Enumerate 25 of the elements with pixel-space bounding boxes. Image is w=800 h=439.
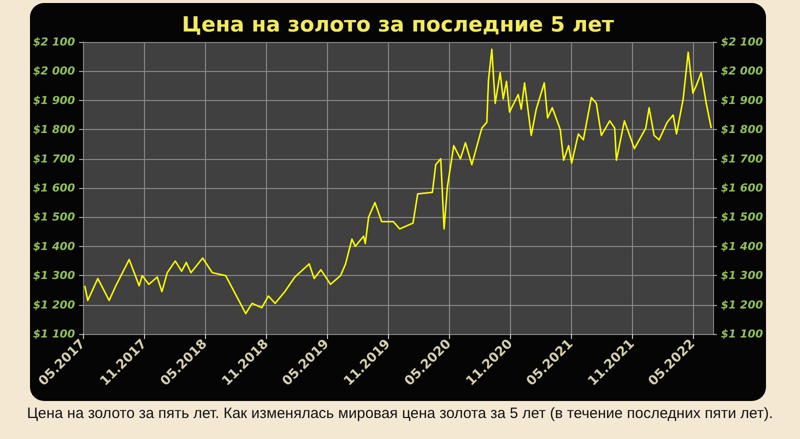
y-tick-label: $2 100 [32,36,76,48]
y-tick-label: $1 300 [32,269,76,282]
y-tick-label: $1 600 [32,182,76,194]
y-tick-label: $1 500 [32,210,76,224]
y2-tick-label: $1 300 [720,269,764,282]
y-tick-label: $1 800 [32,123,76,136]
y2-tick-label: $1 900 [720,94,764,107]
y2-tick-label: $1 700 [720,152,764,166]
line-series [84,48,712,314]
y-tick-label: $1 900 [32,94,76,107]
y2-tick-label: $1 500 [720,210,764,224]
y-tick-label: $1 200 [32,298,76,312]
y2-tick-label: $1 100 [720,328,764,340]
y2-tick-label: $1 600 [720,182,764,194]
y-tick-label: $2 000 [32,64,76,78]
y-tick-label: $1 100 [32,328,76,340]
y2-tick-label: $1 800 [720,123,764,136]
y2-tick-label: $1 200 [720,298,764,312]
y-tick-label: $1 700 [32,152,76,166]
text: Цена на золото за пять лет. Как изменялась мировая цена золота за 5 лет (в течение последних пяти лет). [26,405,774,422]
chart-title: Цена на золото за последние 5 лет [182,12,615,36]
y-tick-label: $1 400 [32,240,76,253]
y2-tick-label: $2 100 [720,36,764,48]
y2-tick-label: $1 400 [720,240,764,253]
y2-tick-label: $2 000 [720,64,764,78]
